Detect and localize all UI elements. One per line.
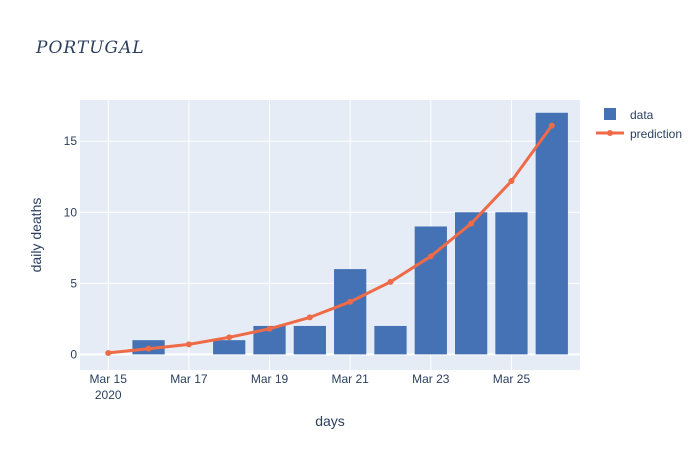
prediction-point: [347, 298, 354, 305]
x-tick-label: Mar 21: [331, 372, 369, 386]
prediction-point: [508, 178, 515, 184]
x-tick-label: Mar 25: [493, 372, 531, 386]
prediction-line: [108, 124, 554, 355]
y-tick-label: 0: [70, 347, 77, 361]
x-tick-label: Mar 17: [170, 372, 208, 386]
x-axis-title: days: [315, 413, 345, 429]
line-series: [105, 122, 555, 356]
prediction-point: [427, 253, 434, 260]
prediction-point: [145, 345, 152, 352]
legend: data prediction: [596, 108, 682, 141]
prediction-point: [185, 341, 192, 348]
x-tick-label: Mar 15: [90, 372, 128, 386]
prediction-point: [548, 122, 555, 129]
prediction-point: [226, 334, 233, 341]
x-axis-ticks: Mar 15 2020 Mar 17 Mar 19 Mar 21 Mar 23 Mar 25: [90, 372, 531, 402]
prediction-point: [105, 349, 112, 356]
bar: [213, 340, 246, 355]
bar: [374, 325, 407, 355]
bar: [535, 112, 568, 355]
bar: [495, 212, 528, 355]
prediction-point: [266, 325, 273, 332]
y-tick-label: 5: [70, 276, 77, 290]
y-tick-label: 15: [64, 134, 78, 148]
y-tick-label: 10: [64, 205, 78, 219]
x-tick-label: Mar 19: [251, 372, 289, 386]
chart-title: PORTUGAL: [35, 38, 145, 58]
legend-swatch-data: [604, 108, 616, 120]
legend-marker-prediction: [607, 130, 613, 136]
bar: [455, 212, 488, 355]
x-tick-label: Mar 23: [412, 372, 450, 386]
prediction-point: [468, 220, 475, 227]
y-axis-title: daily deaths: [28, 198, 44, 273]
bar: [334, 269, 367, 355]
y-axis-ticks: 0 5 10 15: [64, 134, 78, 361]
legend-label-data: data: [630, 108, 654, 122]
prediction-point: [306, 314, 313, 321]
bar: [293, 325, 326, 355]
legend-label-prediction: prediction: [630, 127, 682, 141]
x-tick-sublabel: 2020: [95, 388, 122, 402]
prediction-point: [387, 278, 394, 285]
bar-series: [92, 112, 568, 355]
